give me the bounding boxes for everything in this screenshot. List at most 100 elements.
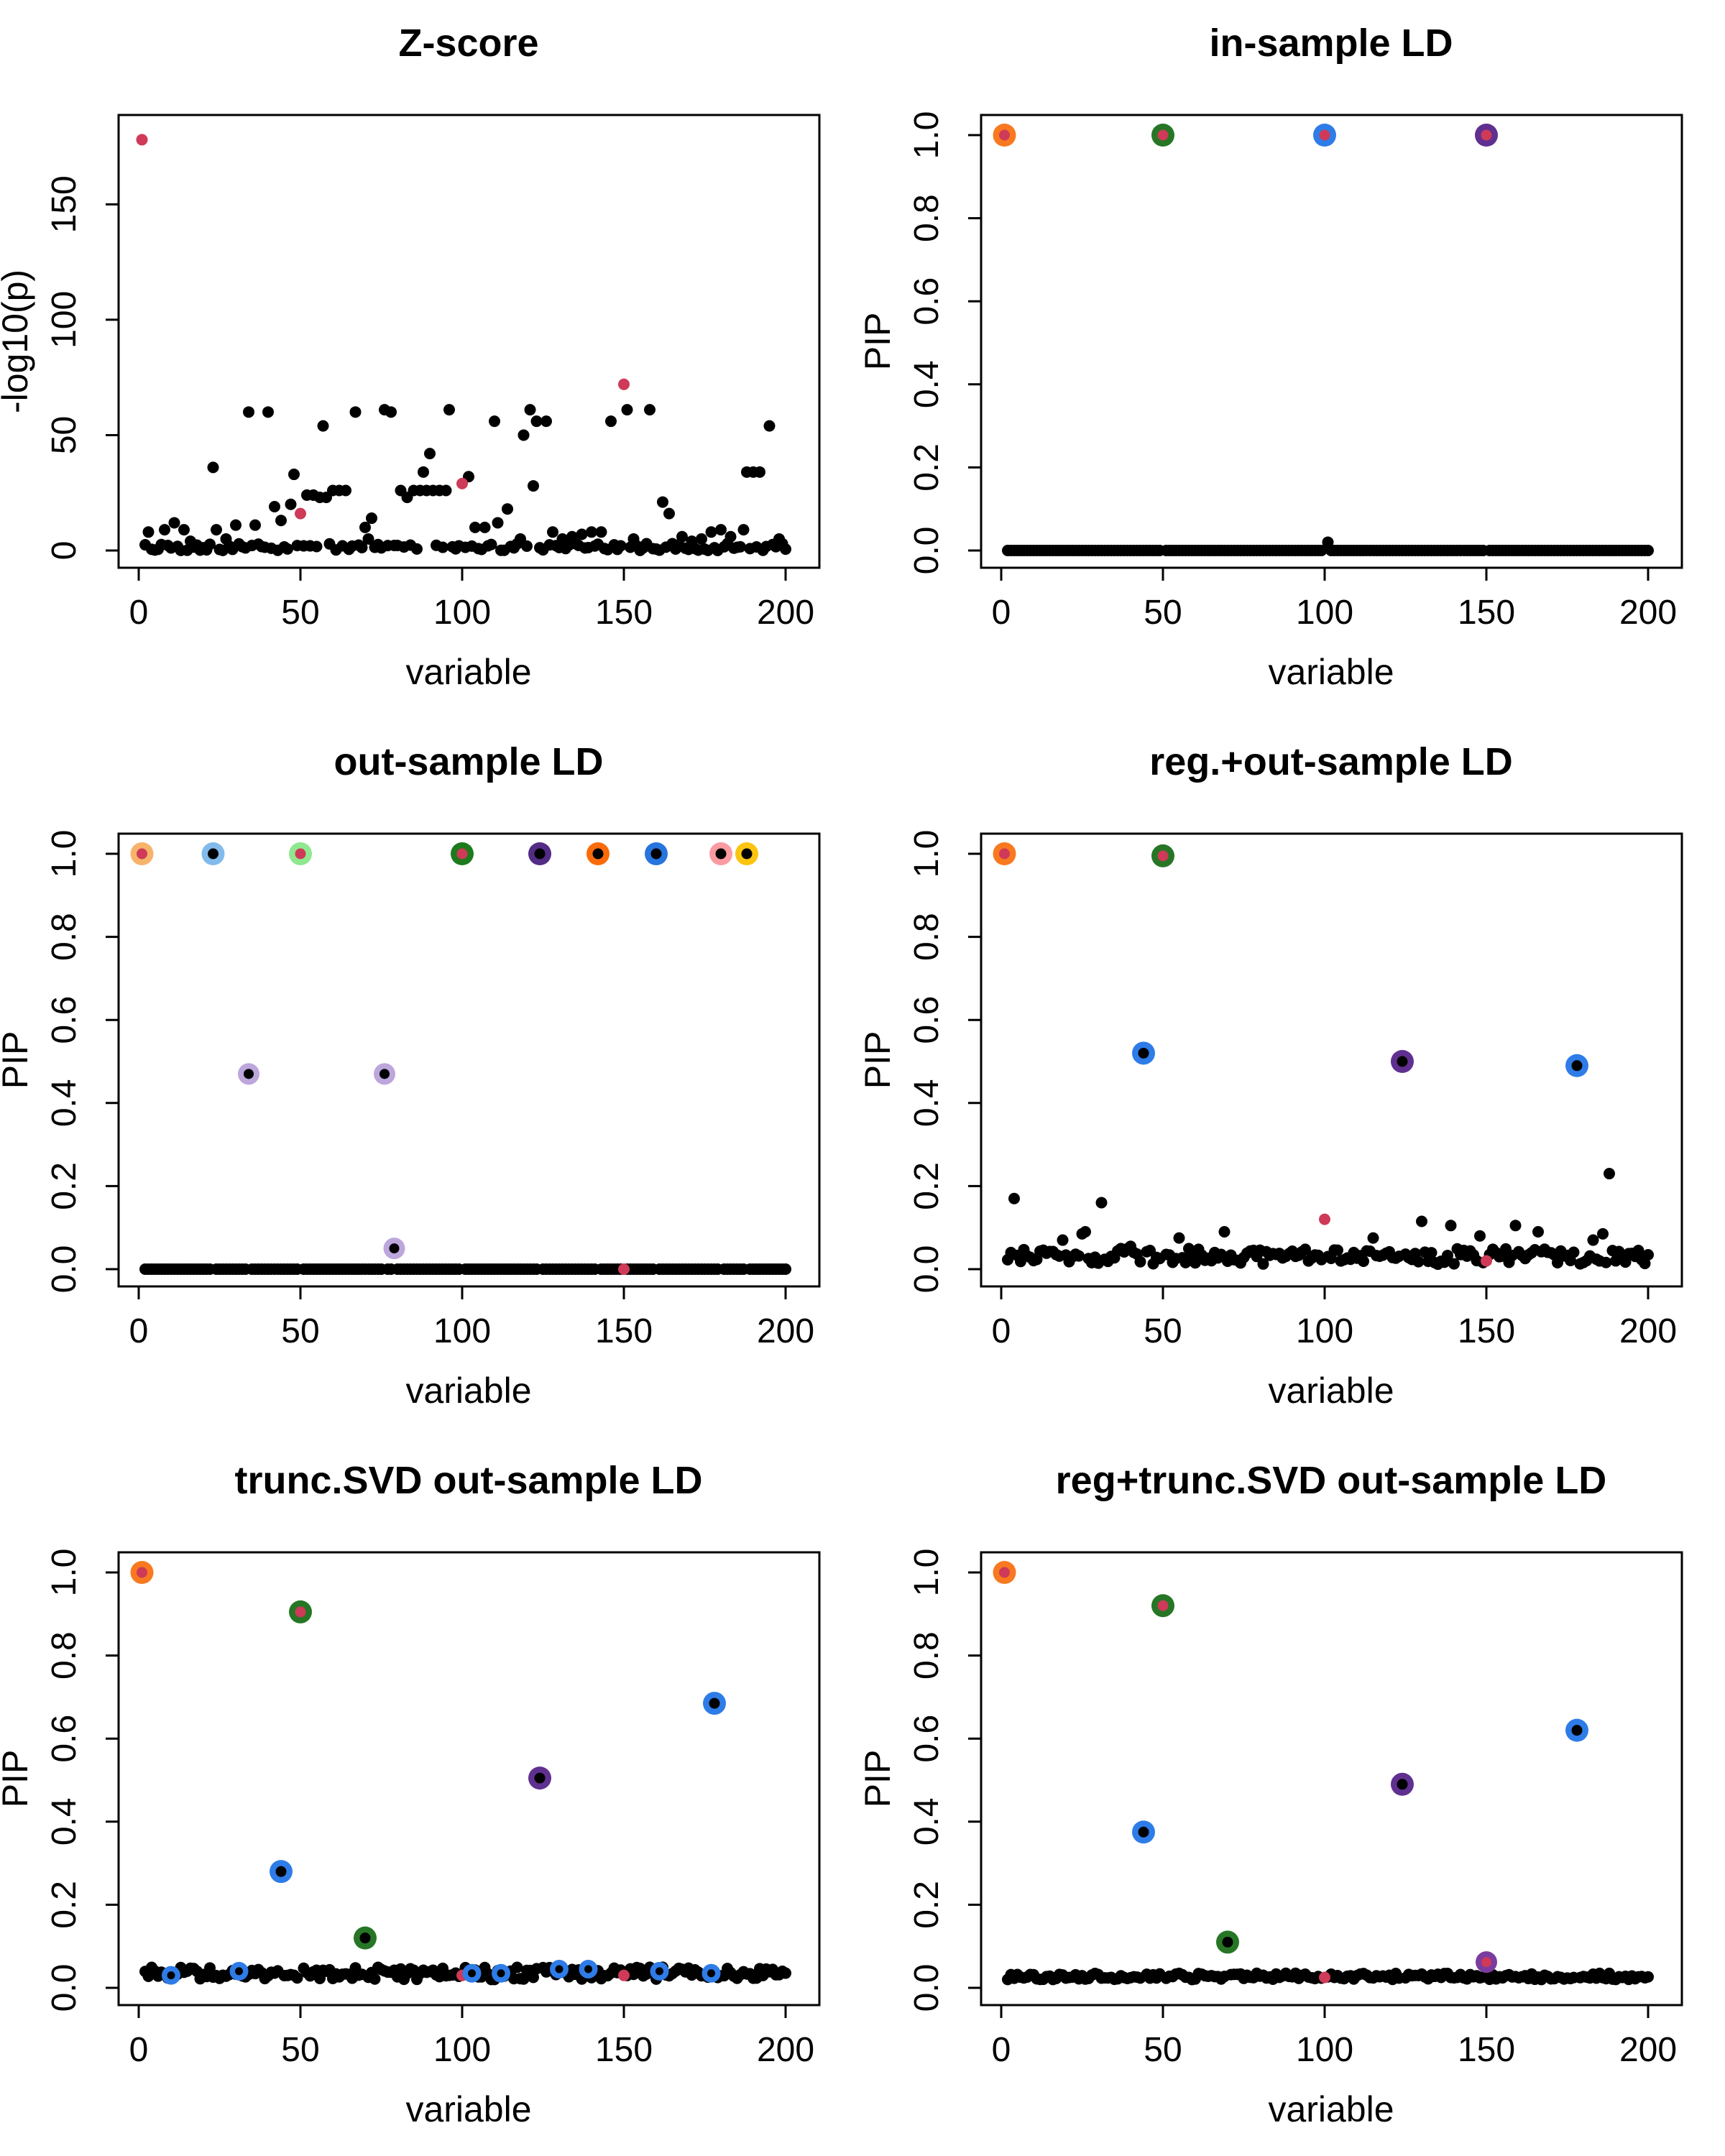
y-tick-label: 0.6 [908, 1715, 946, 1763]
credible-set-center [999, 1567, 1010, 1578]
x-axis-label: variable [1268, 2089, 1394, 2129]
data-point [1587, 1234, 1599, 1246]
data-point [1332, 1244, 1343, 1256]
credible-set-center [715, 848, 727, 860]
credible-set-center [1397, 1056, 1408, 1067]
y-tick-label: 50 [45, 416, 83, 454]
credible-set-center [1157, 1600, 1169, 1611]
in-sample-ld-plot: 0 50 100 150 200 0.0 0.2 0.4 0.6 0.8 1.0 in-sample… [862, 22, 1683, 692]
data-point [369, 1973, 381, 1985]
data-point [1448, 1258, 1460, 1270]
credible-set-center [137, 848, 147, 860]
x-tick-label: 100 [433, 594, 491, 632]
true-effect-point [456, 477, 468, 489]
data-point [1322, 536, 1334, 548]
data-point [204, 538, 216, 550]
data-point [663, 507, 675, 520]
zscore-plot: 0 50 100 150 200 0 50 100 150 Z-score variable -… [0, 22, 821, 692]
data-point [443, 404, 455, 416]
data-point [340, 484, 351, 497]
data-point [310, 540, 323, 553]
credible-set-center [592, 848, 604, 860]
data-point [621, 404, 633, 416]
credible-set-center [1157, 850, 1169, 862]
y-axis-label: PIP [862, 313, 898, 371]
y-tick-label: 0.4 [45, 1797, 83, 1846]
data-point [1300, 1243, 1311, 1256]
data-point [605, 415, 617, 428]
panel-title: Z-score [398, 22, 538, 65]
data-point [243, 406, 254, 418]
x-tick-label: 100 [433, 2031, 491, 2069]
x-tick-label: 0 [992, 1312, 1011, 1350]
credible-set-center [235, 1967, 243, 1976]
plot-box [980, 114, 1683, 569]
data-point [735, 540, 746, 553]
data-point [418, 466, 429, 478]
x-tick-label: 0 [129, 594, 149, 632]
data-point [275, 515, 287, 527]
x-tick-label: 150 [595, 594, 653, 632]
y-tick-label: 0.4 [908, 360, 946, 408]
x-tick-label: 150 [595, 2031, 653, 2069]
y-tick-label: 0.0 [908, 527, 946, 575]
data-point [1509, 1220, 1522, 1232]
data-point [142, 526, 155, 538]
data-point [763, 420, 776, 432]
panel-out-sample-ld: 0 50 100 150 200 0.0 0.2 0.4 0.6 0.8 1.0 out-sampl… [0, 719, 862, 1437]
plot-area: 0 50 100 150 200 0.0 0.2 0.4 0.6 0.8 1.0 [908, 1549, 1683, 2069]
data-point [204, 1962, 216, 1974]
credible-set-center [275, 1866, 287, 1877]
credible-set-center [1138, 1826, 1149, 1838]
x-tick-label: 100 [1296, 594, 1353, 632]
x-tick-label: 150 [595, 1312, 653, 1350]
x-axis-label: variable [405, 1370, 531, 1411]
panel-title: out-sample LD [334, 740, 603, 783]
data-point [1416, 1215, 1427, 1227]
data-point [1008, 1192, 1020, 1204]
y-tick-label: 0.2 [908, 1881, 946, 1929]
y-tick-label: 0.2 [908, 443, 946, 492]
data-point [1125, 1240, 1136, 1253]
y-tick-label: 0.6 [908, 996, 946, 1044]
x-tick-label: 150 [1458, 2031, 1515, 2069]
plot-box [980, 832, 1683, 1288]
truncsvd-out-sample-ld-plot: 0 50 100 150 200 0.0 0.2 0.4 0.6 0.8 1.0 trunc.SVD… [0, 1459, 821, 2129]
data-point [1095, 1197, 1108, 1209]
panel-reg-truncsvd-out-sample-ld: 0 50 100 150 200 0.0 0.2 0.4 0.6 0.8 1.0 reg+trunc… [862, 1437, 1725, 2156]
panel-in-sample-ld: 0 50 100 150 200 0.0 0.2 0.4 0.6 0.8 1.0 in-sample… [862, 0, 1725, 719]
data-point [1367, 1232, 1379, 1244]
reg-out-sample-ld-plot: 0 50 100 150 200 0.0 0.2 0.4 0.6 0.8 1.0 reg.+out-… [862, 740, 1683, 1411]
panel-title: trunc.SVD out-sample LD [234, 1459, 702, 1502]
data-point [178, 524, 190, 536]
x-tick-label: 200 [757, 594, 814, 632]
data-point [696, 533, 707, 545]
plot-area: 0 50 100 150 200 0.0 0.2 0.4 0.6 0.8 1.0 [908, 111, 1683, 632]
x-axis-label: variable [405, 652, 531, 692]
true-effect-point [618, 1263, 630, 1275]
true-effect-point [136, 134, 148, 146]
y-tick-label: 0.8 [45, 913, 83, 961]
credible-set-center [1481, 1957, 1491, 1968]
y-tick-label: 0.8 [45, 1631, 83, 1680]
true-effect-point [1481, 1255, 1492, 1267]
data-point [185, 535, 196, 548]
data-point [282, 543, 293, 555]
data-point [511, 1961, 523, 1973]
x-tick-label: 200 [1619, 1312, 1677, 1350]
data-point [686, 535, 698, 548]
data-point [469, 521, 481, 533]
y-tick-label: 0.6 [908, 277, 946, 326]
data-point [1348, 1246, 1360, 1258]
data-point [705, 526, 717, 538]
data-point [440, 484, 452, 497]
credible-set-center [497, 1969, 505, 1978]
credible-set-center [137, 1567, 147, 1578]
x-tick-label: 50 [281, 1312, 319, 1350]
data-point [540, 415, 552, 428]
data-point [385, 406, 397, 418]
data-point [1412, 1256, 1425, 1268]
y-tick-label: 0.8 [908, 913, 946, 961]
data-point [211, 524, 222, 536]
y-tick-label: 0.2 [45, 1881, 83, 1929]
